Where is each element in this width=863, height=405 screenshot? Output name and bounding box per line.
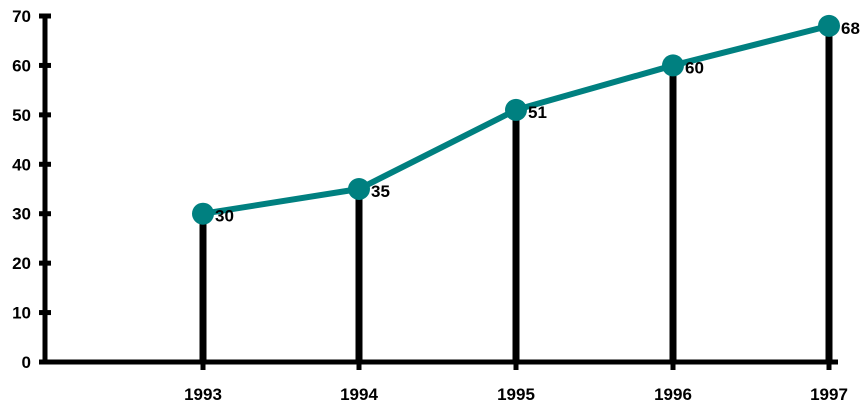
x-ticks-group: 1993 1994 1995 1996 1997 — [184, 360, 848, 404]
y-tick-label: 60 — [12, 56, 31, 75]
data-point-marker — [818, 14, 840, 37]
axes-group — [42, 16, 838, 365]
data-point-marker — [662, 54, 684, 77]
x-category-label: 1994 — [340, 385, 378, 404]
y-tick-label: 10 — [12, 304, 31, 323]
y-tick-label: 30 — [12, 205, 31, 224]
y-tick-label: 0 — [22, 353, 31, 372]
x-category-label: 1996 — [654, 385, 692, 404]
markers-group — [192, 14, 840, 225]
y-ticks-group: 0 10 20 30 40 50 60 70 — [12, 7, 51, 372]
data-point-marker — [192, 202, 214, 225]
y-tick-label: 40 — [12, 155, 31, 174]
data-value-label: 30 — [215, 207, 234, 226]
y-tick-label: 20 — [12, 254, 31, 273]
data-value-label: 68 — [841, 19, 860, 38]
data-value-label: 35 — [371, 182, 390, 201]
y-tick-label: 70 — [12, 7, 31, 26]
drop-lines-group — [199, 25, 833, 362]
data-point-marker — [505, 98, 527, 121]
data-value-label: 51 — [528, 103, 547, 122]
y-tick-label: 50 — [12, 106, 31, 125]
x-category-label: 1995 — [497, 385, 535, 404]
data-value-label: 60 — [685, 58, 704, 77]
data-labels-group: 30 35 51 60 68 — [215, 19, 860, 226]
data-point-marker — [348, 178, 370, 200]
x-category-label: 1997 — [810, 385, 848, 404]
x-category-label: 1993 — [184, 385, 222, 404]
